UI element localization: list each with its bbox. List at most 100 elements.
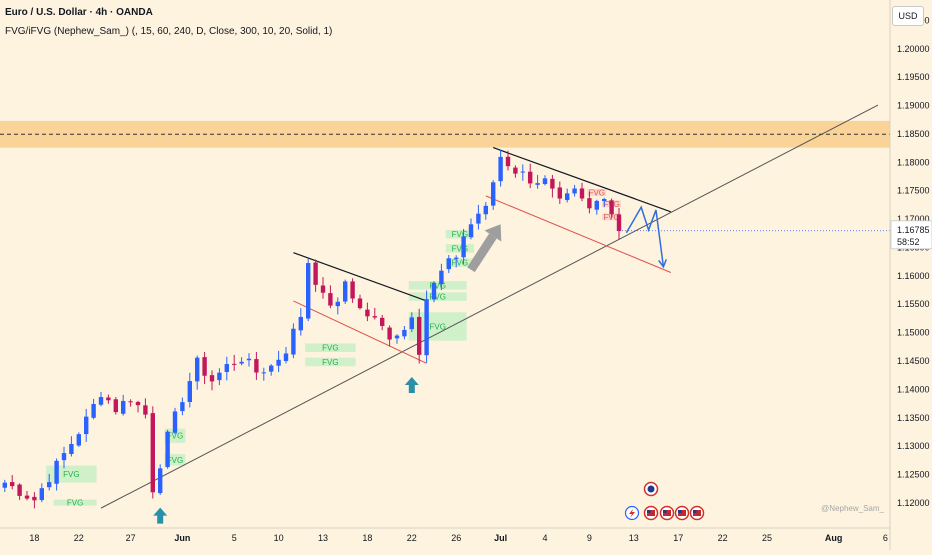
candle-body (357, 298, 363, 309)
candle-body (602, 198, 607, 202)
candle-body (24, 495, 30, 499)
candle-body (424, 299, 429, 356)
candle-body (417, 316, 422, 355)
candle-body (54, 460, 59, 484)
price-tick-label: 1.15000 (897, 328, 930, 338)
indicator-legend[interactable]: FVG/iFVG (Nephew_Sam_) (, 15, 60, 240, D… (5, 26, 333, 37)
us-flag-stripes-icon (678, 510, 686, 516)
time-tick-label: 10 (274, 533, 284, 543)
axes-layer: 1.12000 1.12500 1.13000 1.13500 1.14000 1.145… (29, 15, 932, 543)
candle-body (498, 156, 503, 182)
candle-body (209, 375, 215, 382)
time-tick-label: Aug (825, 533, 843, 543)
candle-body (217, 372, 222, 381)
fvg-bull-label: FVG (167, 432, 183, 441)
candle-body (165, 431, 170, 468)
fvg-bear-zone (587, 189, 607, 196)
candle-body (84, 416, 89, 435)
candle-body (461, 236, 466, 258)
us-flag-canton-icon (693, 510, 697, 513)
annotations-layer: @Nephew_Sam_ (153, 205, 890, 524)
time-tick-label: 22 (407, 533, 417, 543)
candle-body (550, 178, 555, 189)
price-tick-label: 1.17000 (897, 214, 930, 224)
fvg-bull-zone (164, 454, 186, 466)
fvg-bull-label: FVG (429, 293, 445, 302)
time-tick-label: 22 (718, 533, 728, 543)
fvg-bull-zone (305, 357, 356, 367)
fvg-bull-label: FVG (167, 456, 183, 465)
price-tick-label: 1.18000 (897, 157, 930, 167)
fvg-bull-label: FVG (322, 358, 338, 367)
economic-event-flag-icon (647, 485, 655, 493)
projection-path (625, 205, 665, 267)
candle-body (439, 270, 444, 285)
candle-body (350, 281, 355, 299)
candle-body (542, 178, 548, 184)
time-tick-label: 27 (126, 533, 136, 543)
candle-body (594, 200, 599, 210)
price-tick-label: 1.12500 (897, 470, 930, 480)
candle-body (121, 400, 126, 414)
candle-body (76, 434, 81, 446)
symbol-title: Euro / U.S. Dollar · 4h · OANDA (5, 7, 153, 18)
candle-body (187, 381, 192, 403)
candle-body (468, 224, 474, 238)
us-flag-canton-icon (678, 510, 682, 513)
us-flag-canton-icon (663, 510, 667, 513)
candle-body (520, 171, 525, 173)
fvg-bull-label: FVG (63, 470, 79, 479)
time-tick-label: 13 (318, 533, 328, 543)
us-flag-canton-icon (647, 510, 651, 513)
price-tick-label: 1.18500 (897, 129, 930, 139)
currency-button[interactable]: USD (892, 6, 924, 26)
candle-body (291, 328, 296, 355)
candle-body (269, 365, 274, 372)
fvg-bull-label: FVG (429, 322, 445, 331)
candle-body (180, 402, 185, 412)
ascending-trendline (100, 104, 879, 509)
projection-arrowhead (658, 259, 667, 269)
price-tick-label: 1.19500 (897, 72, 930, 82)
candle-body (32, 496, 37, 501)
candle-body (172, 411, 178, 433)
fvg-bull-label: FVG (429, 281, 445, 290)
us-flag-stripes-icon (693, 510, 701, 516)
candle-body (306, 263, 311, 319)
fvg-bull-zone (445, 229, 474, 239)
time-tick-label: 4 (542, 533, 547, 543)
candle-body (298, 316, 303, 331)
time-tick-label: 17 (673, 533, 683, 543)
time-tick-label: 18 (29, 533, 39, 543)
candle-body (10, 482, 15, 487)
candle-body (61, 453, 67, 461)
candle-body (572, 188, 577, 194)
candle-body (380, 317, 385, 326)
candle-body (113, 399, 118, 413)
candle-body (135, 401, 141, 406)
candle-body (143, 405, 148, 415)
candle-body (91, 403, 96, 418)
channel2-upper-line (492, 147, 672, 213)
time-tick-label: 22 (74, 533, 84, 543)
candle-body (528, 171, 533, 184)
candle-body (158, 468, 163, 494)
candle-body (17, 484, 22, 496)
price-tick-label: 1.19000 (897, 101, 930, 111)
candle-body (446, 258, 451, 270)
candle-body (431, 283, 437, 300)
candle-body (261, 372, 266, 374)
candle-body (513, 167, 518, 174)
candle-body (587, 198, 592, 209)
candle-body (365, 309, 370, 317)
fvg-bull-label: FVG (452, 244, 468, 253)
candle-body (328, 293, 333, 306)
candle-body (224, 364, 229, 372)
up-arrow-icon (153, 507, 168, 524)
price-tick-label: 1.15500 (897, 299, 930, 309)
candle-body (565, 193, 570, 201)
candle-body (246, 358, 252, 361)
